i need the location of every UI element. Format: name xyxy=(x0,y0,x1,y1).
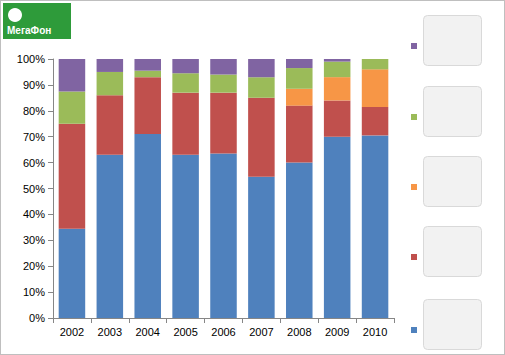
svg-text:2004: 2004 xyxy=(135,326,159,338)
svg-text:50%: 50% xyxy=(23,183,45,195)
svg-text:2010: 2010 xyxy=(363,326,387,338)
svg-text:0%: 0% xyxy=(29,312,45,324)
svg-text:2007: 2007 xyxy=(249,326,273,338)
svg-text:2002: 2002 xyxy=(60,326,84,338)
svg-text:90%: 90% xyxy=(23,79,45,91)
svg-text:20%: 20% xyxy=(23,260,45,272)
svg-text:70%: 70% xyxy=(23,131,45,143)
svg-text:60%: 60% xyxy=(23,157,45,169)
svg-text:2009: 2009 xyxy=(325,326,349,338)
svg-text:2003: 2003 xyxy=(98,326,122,338)
svg-text:2008: 2008 xyxy=(287,326,311,338)
svg-text:30%: 30% xyxy=(23,234,45,246)
svg-text:2006: 2006 xyxy=(211,326,235,338)
svg-text:МегаФон: МегаФон xyxy=(7,25,51,36)
svg-text:100%: 100% xyxy=(17,53,45,65)
svg-text:40%: 40% xyxy=(23,208,45,220)
svg-text:2005: 2005 xyxy=(173,326,197,338)
svg-text:10%: 10% xyxy=(23,286,45,298)
svg-text:80%: 80% xyxy=(23,105,45,117)
